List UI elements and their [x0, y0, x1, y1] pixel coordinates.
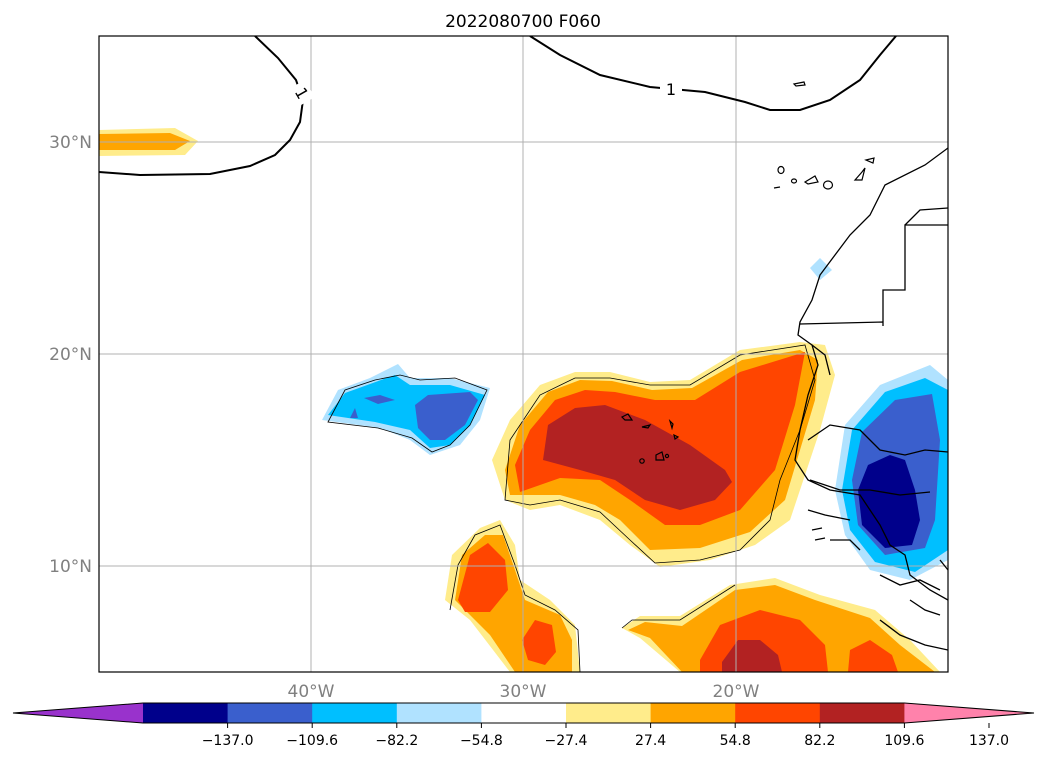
lon-label-20w: 20°W — [713, 682, 760, 702]
colorbar-outline — [12, 702, 1035, 724]
positive-anomaly-shading — [99, 128, 940, 672]
colorbar-tick-label: −82.2 — [375, 733, 418, 749]
colorbar: −137.0 −109.6 −82.2 −54.8 −27.4 27.4 54.8 82.2 1… — [12, 702, 1035, 749]
map-frame — [98, 35, 949, 673]
lon-label-30w: 30°W — [500, 682, 547, 702]
contour-label-east: 1 — [666, 80, 676, 99]
colorbar-bin — [481, 703, 567, 723]
colorbar-tick-label: −54.8 — [460, 733, 503, 749]
colorbar-under-triangle — [13, 703, 143, 723]
colorbar-tick-label: 82.2 — [804, 733, 835, 749]
map-title: 2022080700 F060 — [445, 12, 601, 32]
colorbar-bin — [312, 703, 398, 723]
lon-label-40w: 40°W — [288, 682, 335, 702]
colorbar-bin — [396, 703, 482, 723]
colorbar-bin — [735, 703, 821, 723]
contour-line-1 — [99, 36, 897, 177]
colorbar-tick-label: −137.0 — [202, 733, 254, 749]
colorbar-bin — [650, 703, 736, 723]
islands — [620, 81, 875, 541]
coastlines — [794, 147, 948, 651]
map-area: 1 1 — [99, 36, 948, 672]
colorbar-tick-label: −27.4 — [545, 733, 588, 749]
colorbar-tick-label: −109.6 — [286, 733, 338, 749]
colorbar-over-triangle — [904, 703, 1034, 723]
colorbar-tick-label: 137.0 — [969, 733, 1009, 749]
contour-label-bg — [289, 79, 315, 107]
negative-anomaly-shading — [322, 258, 948, 580]
lat-label-10n: 10°N — [49, 557, 92, 577]
lat-label-20n: 20°N — [49, 345, 92, 365]
colorbar-bin — [227, 703, 313, 723]
colorbar-tick-label: 27.4 — [635, 733, 666, 749]
colorbar-bin — [819, 703, 905, 723]
contour-label-bg — [660, 78, 682, 98]
colorbar-tick-label: 54.8 — [720, 733, 751, 749]
lat-label-30n: 30°N — [49, 133, 92, 153]
lat-lon-grid — [99, 36, 948, 672]
colorbar-bin — [143, 703, 229, 723]
colorbar-bin — [566, 703, 652, 723]
colorbar-tick-label: 109.6 — [884, 733, 924, 749]
